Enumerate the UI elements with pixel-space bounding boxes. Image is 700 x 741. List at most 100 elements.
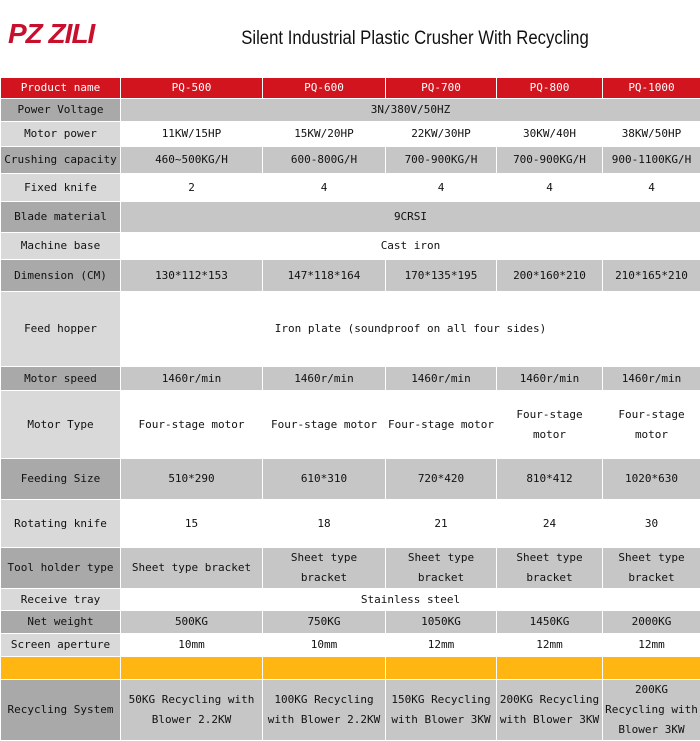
column-header: PQ-700 (386, 78, 497, 99)
row-label: Machine base (1, 233, 121, 260)
cell: 460~500KG/H (121, 147, 263, 174)
cell: 600-800G/H (263, 147, 386, 174)
row-label: Blade material (1, 202, 121, 233)
cell: Four-stage motor (121, 391, 263, 459)
cell: 130*112*153 (121, 260, 263, 292)
page: PZ ZILI Silent Industrial Plastic Crushe… (0, 0, 700, 700)
cell: Four-stage motor (263, 391, 386, 459)
separator-cell (497, 657, 603, 680)
cell: 9CRSI (121, 202, 700, 233)
cell: 1460r/min (497, 367, 603, 391)
title: Silent Industrial Plastic Crusher With R… (164, 28, 666, 50)
cell: 200*160*210 (497, 260, 603, 292)
cell: 170*135*195 (386, 260, 497, 292)
cell: Stainless steel (121, 589, 700, 611)
cell: 510*290 (121, 459, 263, 500)
cell: 10mm (121, 634, 263, 657)
cell: 24 (497, 500, 603, 548)
cell: 12mm (497, 634, 603, 657)
cell: Sheet type bracket (603, 548, 700, 589)
row-label: Motor Type (1, 391, 121, 459)
row-label: Feeding Size (1, 459, 121, 500)
cell: 50KG Recycling with Blower 2.2KW (121, 680, 263, 741)
cell: 22KW/30HP (386, 122, 497, 147)
cell: 1460r/min (121, 367, 263, 391)
header: PZ ZILI Silent Industrial Plastic Crushe… (0, 0, 700, 77)
cell: 200KG Recycling with Blower 3KW (497, 680, 603, 741)
cell: 15 (121, 500, 263, 548)
separator-cell (263, 657, 386, 680)
cell: 147*118*164 (263, 260, 386, 292)
cell: 720*420 (386, 459, 497, 500)
cell: 1050KG (386, 611, 497, 634)
cell: 38KW/50HP (603, 122, 700, 147)
column-header: PQ-500 (121, 78, 263, 99)
column-header: PQ-1000 (603, 78, 700, 99)
logo: PZ ZILI (8, 18, 94, 50)
row-label: Crushing capacity (1, 147, 121, 174)
cell: 810*412 (497, 459, 603, 500)
column-header: PQ-800 (497, 78, 603, 99)
cell: Four-stage motor (386, 391, 497, 459)
cell: 100KG Recycling with Blower 2.2KW (263, 680, 386, 741)
cell: 30KW/40H (497, 122, 603, 147)
cell: 12mm (603, 634, 700, 657)
row-label: Recycling System (1, 680, 121, 741)
cell: 900-1100KG/H (603, 147, 700, 174)
row-label: Rotating knife (1, 500, 121, 548)
cell: 500KG (121, 611, 263, 634)
cell: 12mm (386, 634, 497, 657)
cell: 1450KG (497, 611, 603, 634)
cell: 610*310 (263, 459, 386, 500)
column-header: Product name (1, 78, 121, 99)
row-label: Screen aperture (1, 634, 121, 657)
separator-cell (386, 657, 497, 680)
cell: Cast iron (121, 233, 700, 260)
cell: Four-stage motor (603, 391, 700, 459)
row-label: Dimension (CM) (1, 260, 121, 292)
cell: Sheet type bracket (263, 548, 386, 589)
separator-row (1, 657, 700, 680)
row-label: Motor speed (1, 367, 121, 391)
cell: Sheet type bracket (497, 548, 603, 589)
cell: 4 (603, 174, 700, 202)
row-label: Motor power (1, 122, 121, 147)
cell: 1460r/min (386, 367, 497, 391)
separator-cell (121, 657, 263, 680)
column-header: PQ-600 (263, 78, 386, 99)
cell: Sheet type bracket (121, 548, 263, 589)
row-label: Tool holder type (1, 548, 121, 589)
row-label: Net weight (1, 611, 121, 634)
cell: 1460r/min (603, 367, 700, 391)
cell: Four-stage motor (497, 391, 603, 459)
row-label: Power Voltage (1, 99, 121, 122)
cell: 2 (121, 174, 263, 202)
row-label: Feed hopper (1, 292, 121, 367)
row-label: Fixed knife (1, 174, 121, 202)
cell: 11KW/15HP (121, 122, 263, 147)
cell: 210*165*210 (603, 260, 700, 292)
cell: 4 (263, 174, 386, 202)
separator-cell (1, 657, 121, 680)
cell: 2000KG (603, 611, 700, 634)
cell: 150KG Recycling with Blower 3KW (386, 680, 497, 741)
cell: 700-900KG/H (386, 147, 497, 174)
cell: Sheet type bracket (386, 548, 497, 589)
cell: 4 (386, 174, 497, 202)
separator-cell (603, 657, 700, 680)
cell: 10mm (263, 634, 386, 657)
cell: 4 (497, 174, 603, 202)
